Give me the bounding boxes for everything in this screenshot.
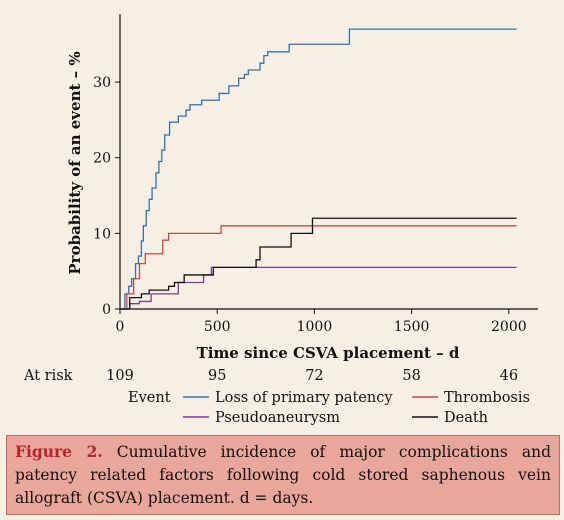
caption-label: Figure 2.: [15, 442, 103, 461]
y-axis-label: Probability of an event – %: [66, 51, 84, 274]
series-lines: [120, 28, 517, 310]
at-risk-values: 109 95 72 58 46: [106, 368, 518, 384]
legend-label: Thrombosis: [444, 390, 530, 406]
at-risk-value: 95: [208, 368, 226, 384]
at-risk-value: 72: [305, 368, 323, 384]
series-line-loss-of-primary-patency: [120, 28, 517, 310]
legend: Loss of primary patency Thrombosis Pseudoa…: [183, 390, 530, 426]
legend-label: Death: [444, 410, 488, 426]
chart: 0 500 1000 1500 2000 0 10 20 30 Time since CSVA …: [23, 14, 538, 426]
x-tick-label: 1500: [394, 319, 430, 335]
axes: 0 500 1000 1500 2000 0 10 20 30: [93, 14, 538, 335]
y-tick-label: 0: [102, 302, 111, 318]
series-line-pseudoaneurysm: [120, 266, 517, 310]
figure-caption: Figure 2. Cumulative incidence of major …: [6, 435, 560, 515]
x-axis-label: Time since CSVA placement – d: [197, 344, 460, 362]
legend-label: Loss of primary patency: [215, 390, 393, 406]
x-tick-label: 2000: [491, 319, 527, 335]
at-risk-value: 58: [402, 368, 420, 384]
y-tick-label: 30: [93, 75, 111, 91]
x-tick-label: 500: [204, 319, 231, 335]
series-line-death: [120, 217, 517, 310]
at-risk-value: 46: [500, 368, 518, 384]
at-risk-label: At risk: [23, 368, 73, 384]
series-line-thrombosis: [120, 225, 517, 310]
at-risk-value: 109: [106, 368, 134, 384]
x-tick-label: 0: [116, 319, 125, 335]
caption-text: Cumulative incidence of major complicati…: [15, 443, 551, 507]
x-tick-label: 1000: [297, 319, 333, 335]
y-tick-label: 20: [93, 151, 111, 167]
legend-title: Event: [128, 390, 171, 406]
y-tick-label: 10: [93, 226, 111, 242]
legend-label: Pseudoaneurysm: [215, 410, 340, 426]
